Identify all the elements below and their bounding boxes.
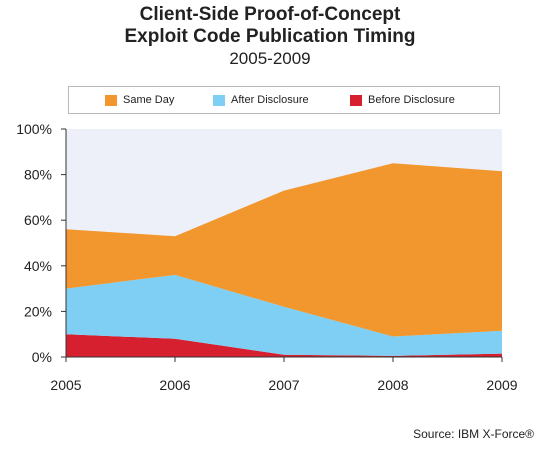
chart-title: Client-Side Proof-of-Concept	[139, 4, 401, 25]
x-tick-label: 2009	[486, 377, 517, 393]
legend-swatch-after-disclosure	[213, 95, 225, 106]
y-tick-label: 60%	[24, 212, 52, 228]
legend-swatch-before-disclosure	[350, 95, 362, 106]
source-note: Source: IBM X-Force®	[413, 427, 534, 441]
y-tick-label: 100%	[16, 121, 52, 137]
x-tick-label: 2006	[159, 377, 190, 393]
y-tick-label: 80%	[24, 167, 52, 183]
chart-subtitle: 2005-2009	[229, 49, 311, 68]
x-tick-label: 2008	[377, 377, 408, 393]
chart-title-line2: Exploit Code Publication Timing	[124, 26, 416, 47]
legend-label-before-disclosure: Before Disclosure	[368, 94, 455, 106]
legend-label-after-disclosure: After Disclosure	[231, 94, 309, 106]
legend-item-same-day: Same Day	[105, 94, 174, 107]
x-tick-label: 2005	[50, 377, 81, 393]
y-tick-label: 0%	[32, 349, 52, 365]
y-tick-label: 20%	[24, 303, 52, 319]
legend: Same Day After Disclosure Before Disclos…	[68, 86, 500, 114]
legend-item-after-disclosure: After Disclosure	[213, 94, 309, 107]
area-before-disclosure	[66, 334, 502, 357]
legend-label-same-day: Same Day	[123, 94, 175, 106]
x-tick-label: 2007	[268, 377, 299, 393]
y-tick-label: 40%	[24, 258, 52, 274]
legend-swatch-same-day	[105, 95, 117, 106]
area-same-day	[66, 163, 502, 337]
legend-item-before-disclosure: Before Disclosure	[350, 94, 455, 107]
area-after-disclosure	[66, 274, 502, 356]
